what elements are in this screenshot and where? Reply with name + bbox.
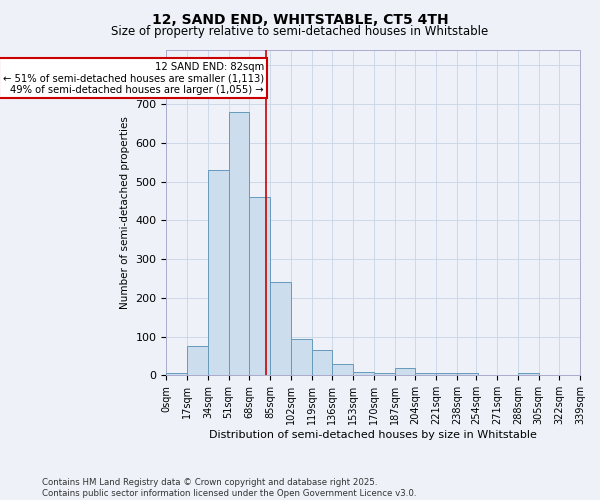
Bar xyxy=(187,346,208,376)
Text: 12 SAND END: 82sqm
← 51% of semi-detached houses are smaller (1,113)
49% of semi: 12 SAND END: 82sqm ← 51% of semi-detache… xyxy=(3,62,264,95)
Bar xyxy=(415,374,436,376)
Bar xyxy=(208,170,229,376)
Bar xyxy=(353,372,374,376)
Bar xyxy=(270,282,291,376)
Text: 12, SAND END, WHITSTABLE, CT5 4TH: 12, SAND END, WHITSTABLE, CT5 4TH xyxy=(152,12,448,26)
Text: Contains HM Land Registry data © Crown copyright and database right 2025.
Contai: Contains HM Land Registry data © Crown c… xyxy=(42,478,416,498)
Text: Size of property relative to semi-detached houses in Whitstable: Size of property relative to semi-detach… xyxy=(112,25,488,38)
Bar xyxy=(291,338,311,376)
Bar xyxy=(166,374,187,376)
Y-axis label: Number of semi-detached properties: Number of semi-detached properties xyxy=(120,116,130,309)
Bar xyxy=(332,364,353,376)
Bar xyxy=(436,374,457,376)
Bar xyxy=(311,350,332,376)
Bar xyxy=(374,374,395,376)
Bar xyxy=(229,112,250,376)
X-axis label: Distribution of semi-detached houses by size in Whitstable: Distribution of semi-detached houses by … xyxy=(209,430,537,440)
Bar xyxy=(518,374,539,376)
Bar xyxy=(457,374,478,376)
Bar xyxy=(250,197,270,376)
Bar xyxy=(395,368,415,376)
